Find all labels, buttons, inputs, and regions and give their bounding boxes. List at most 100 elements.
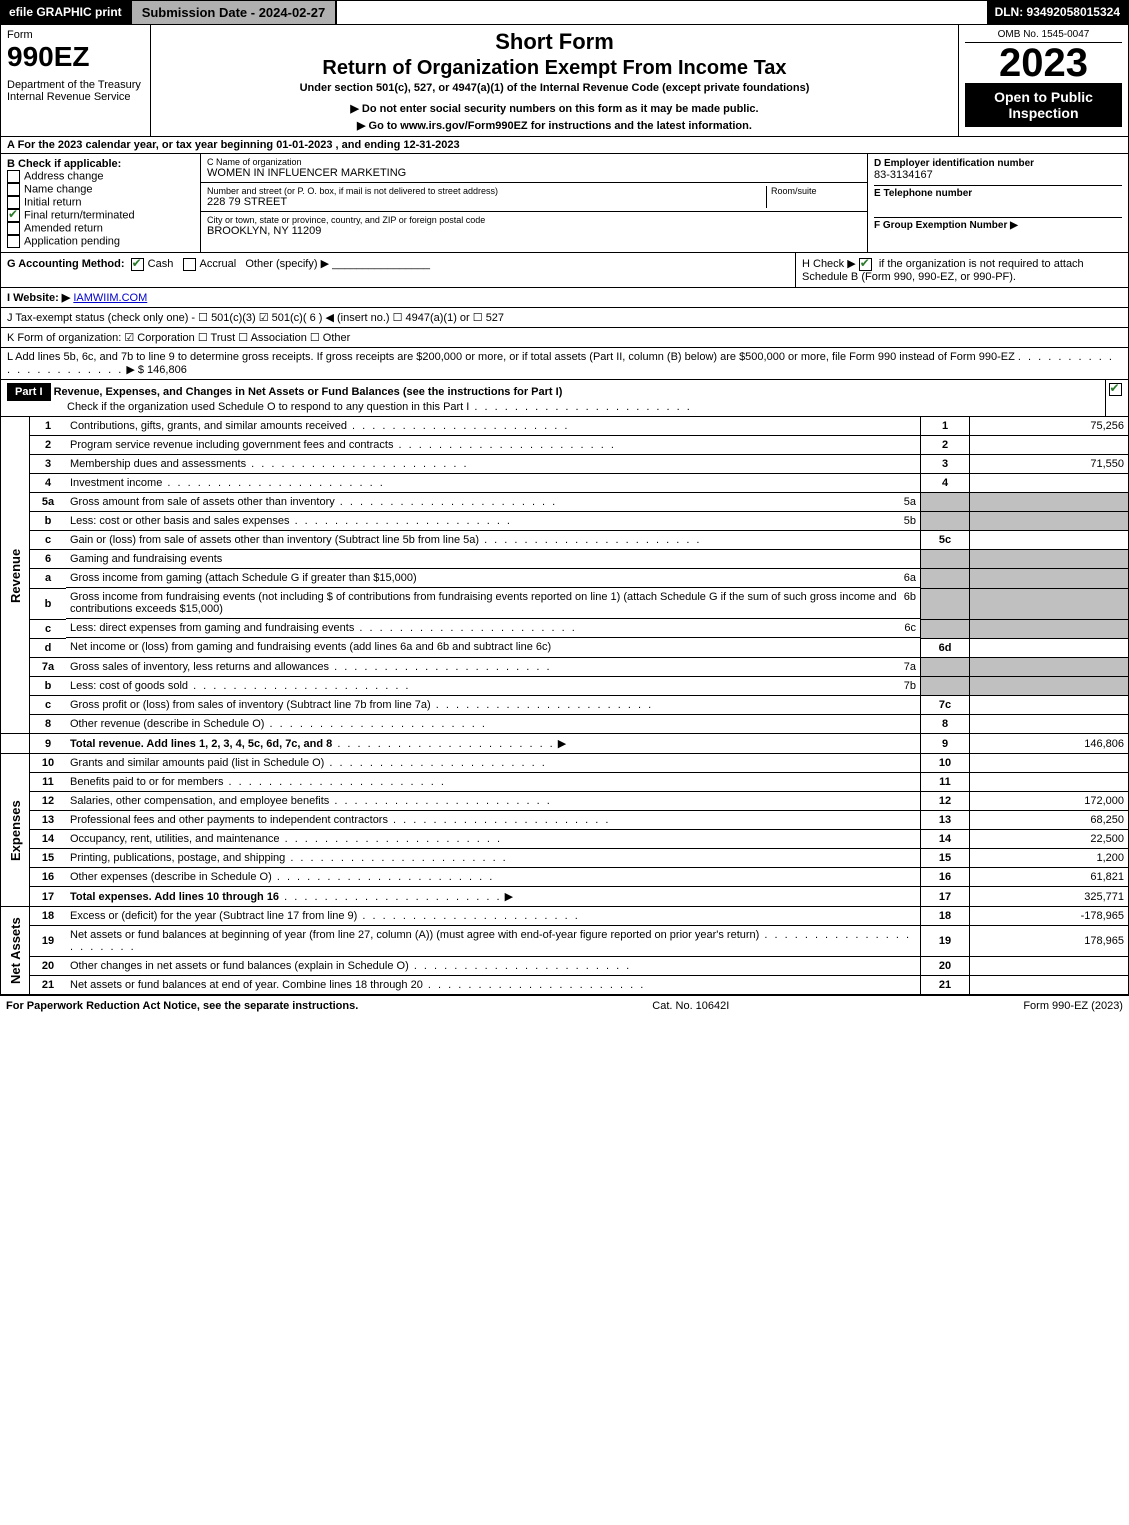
line-value	[970, 976, 1129, 995]
line-code: 11	[921, 773, 970, 792]
shaded-cell	[970, 657, 1129, 677]
line-num: 3	[30, 454, 67, 473]
shaded-cell	[921, 512, 970, 531]
sub-code: 7a	[904, 661, 916, 673]
line-num: 5a	[30, 492, 67, 512]
line-desc: Net income or (loss) from gaming and fun…	[70, 641, 551, 653]
arrow-icon	[357, 120, 368, 132]
line-code: 12	[921, 792, 970, 811]
line-value: 146,806	[970, 734, 1129, 754]
checkbox-cash[interactable]	[131, 258, 144, 271]
line-num: 19	[30, 926, 67, 957]
shaded-cell	[921, 569, 970, 589]
phone-label: E Telephone number	[874, 185, 1122, 199]
checkbox-address-change[interactable]	[7, 170, 20, 183]
accounting-method-label: G Accounting Method:	[7, 258, 125, 270]
ein-label: D Employer identification number	[874, 158, 1122, 169]
form-header: Form 990EZ Department of the Treasury In…	[0, 25, 1129, 137]
line-num: d	[30, 638, 67, 657]
line-num: 7a	[30, 657, 67, 677]
line-num: 10	[30, 754, 67, 773]
cash-label: Cash	[148, 258, 174, 270]
other-label: Other (specify)	[245, 258, 317, 270]
line-code: 9	[921, 734, 970, 754]
website-link[interactable]: IAMWIIM.COM	[73, 292, 147, 304]
page-footer: For Paperwork Reduction Act Notice, see …	[0, 995, 1129, 1016]
line-num: 2	[30, 435, 67, 454]
line-desc: Less: direct expenses from gaming and fu…	[70, 622, 354, 634]
dept-treasury: Department of the Treasury	[7, 79, 144, 91]
checkbox-application-pending[interactable]	[7, 235, 20, 248]
org-street: 228 79 STREET	[207, 196, 766, 208]
main-title: Return of Organization Exempt From Incom…	[157, 57, 952, 80]
shaded-cell	[970, 550, 1129, 569]
line-desc: Gross profit or (loss) from sales of inv…	[70, 699, 431, 711]
line-desc: Other revenue (describe in Schedule O)	[70, 718, 264, 730]
line-desc: Excess or (deficit) for the year (Subtra…	[70, 910, 357, 922]
shaded-cell	[970, 492, 1129, 512]
line-desc: Program service revenue including govern…	[70, 439, 393, 451]
line-desc: Investment income	[70, 477, 162, 489]
section-a-tax-year: A For the 2023 calendar year, or tax yea…	[0, 137, 1129, 154]
line-num: 1	[30, 417, 67, 436]
line-num: b	[30, 588, 67, 619]
line-num: 11	[30, 773, 67, 792]
checkbox-schedule-b-not-required[interactable]	[859, 258, 872, 271]
ein-value: 83-3134167	[874, 169, 1122, 181]
line-code: 5c	[921, 531, 970, 550]
line-code: 16	[921, 868, 970, 887]
line-num: 18	[30, 907, 67, 926]
line-value: 172,000	[970, 792, 1129, 811]
sub-code: 6c	[904, 622, 916, 634]
vertical-label-expenses: Expenses	[1, 754, 30, 907]
part-i-label: Part I	[7, 383, 51, 401]
line-num: a	[30, 569, 67, 589]
line-value	[970, 638, 1129, 657]
line-desc: Gross income from fundraising events (no…	[70, 591, 897, 615]
line-value	[970, 754, 1129, 773]
shaded-cell	[921, 677, 970, 696]
line-value: 178,965	[970, 926, 1129, 957]
checkbox-accrual[interactable]	[183, 258, 196, 271]
line-value	[970, 531, 1129, 550]
org-name: WOMEN IN INFLUENCER MARKETING	[207, 167, 861, 179]
line-code: 2	[921, 435, 970, 454]
line-num: 13	[30, 811, 67, 830]
line-value	[970, 715, 1129, 734]
l-value: $ 146,806	[138, 364, 187, 376]
line-num: b	[30, 512, 67, 531]
goto-note: Go to www.irs.gov/Form990EZ for instruct…	[369, 120, 752, 132]
line-desc: Total revenue. Add lines 1, 2, 3, 4, 5c,…	[70, 738, 332, 750]
l-text: L Add lines 5b, 6c, and 7b to line 9 to …	[7, 351, 1015, 363]
line-desc: Occupancy, rent, utilities, and maintena…	[70, 833, 280, 845]
line-num: 8	[30, 715, 67, 734]
line-code: 20	[921, 957, 970, 976]
line-num: 16	[30, 868, 67, 887]
shaded-cell	[970, 512, 1129, 531]
shaded-cell	[970, 619, 1129, 638]
sub-code: 5a	[904, 496, 916, 508]
submission-date: Submission Date - 2024-02-27	[130, 1, 338, 24]
form-number: 990EZ	[7, 41, 144, 73]
checkbox-amended-return[interactable]	[7, 222, 20, 235]
section-b-label: B Check if applicable:	[7, 158, 194, 170]
form-word: Form	[7, 29, 144, 41]
shaded-cell	[970, 588, 1129, 619]
line-code: 17	[921, 887, 970, 907]
ssn-note: Do not enter social security numbers on …	[362, 103, 759, 115]
line-value: 71,550	[970, 454, 1129, 473]
part-i-check-note: Check if the organization used Schedule …	[7, 401, 469, 413]
checkbox-name-change[interactable]	[7, 183, 20, 196]
efile-print-label[interactable]: efile GRAPHIC print	[1, 1, 130, 24]
line-code: 19	[921, 926, 970, 957]
phone-value	[874, 199, 1122, 213]
line-desc: Other expenses (describe in Schedule O)	[70, 871, 272, 883]
line-code: 18	[921, 907, 970, 926]
checkbox-final-return[interactable]	[7, 209, 20, 222]
footer-catalog: Cat. No. 10642I	[652, 1000, 729, 1012]
row-form-of-org: K Form of organization: ☑ Corporation ☐ …	[0, 328, 1129, 348]
checkbox-schedule-o-used[interactable]	[1109, 383, 1122, 396]
chk-label: Final return/terminated	[24, 209, 135, 221]
line-value	[970, 435, 1129, 454]
c-name-label: C Name of organization	[207, 157, 861, 167]
